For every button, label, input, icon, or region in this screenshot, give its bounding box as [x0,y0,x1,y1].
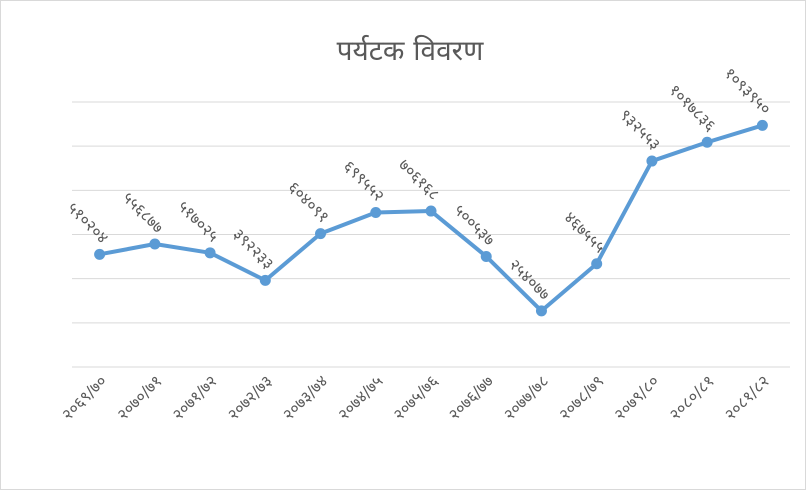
point [535,305,547,317]
point [94,248,106,260]
point [425,205,437,217]
point [591,258,603,270]
point [756,119,768,131]
point [204,247,216,259]
point [646,155,658,167]
point [315,228,327,240]
chart-title: पर्यटक विवरण [337,34,485,67]
point [701,136,713,148]
point [480,250,492,262]
point [259,274,271,286]
point [149,238,161,250]
point [370,207,382,219]
